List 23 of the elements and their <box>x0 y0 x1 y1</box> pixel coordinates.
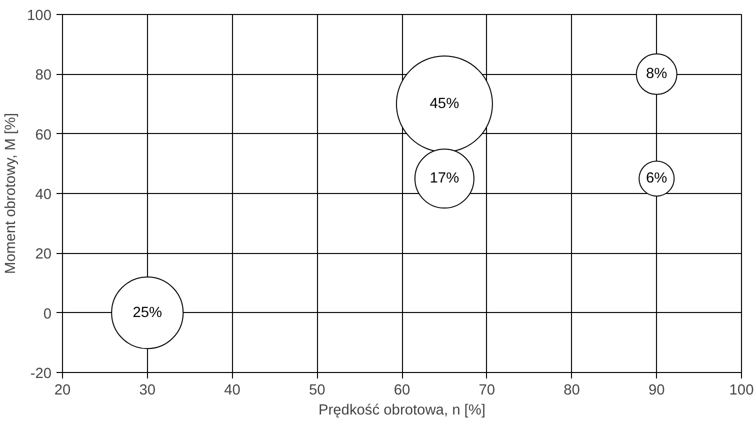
x-tick-label: 80 <box>564 382 580 398</box>
x-tick-label: 30 <box>139 382 156 398</box>
x-axis-title: Prędkość obrotowa, n [%] <box>318 402 486 418</box>
y-tick-label: 0 <box>43 306 52 322</box>
y-tick-label: 80 <box>35 68 52 84</box>
data-label: 17% <box>430 170 460 187</box>
x-tick-label: 60 <box>394 382 410 398</box>
y-tick-label: -20 <box>30 366 52 382</box>
x-tick-label: 20 <box>54 382 71 398</box>
x-tick-label: 50 <box>308 382 326 398</box>
data-label: 6% <box>646 170 668 187</box>
x-tick-label: 40 <box>224 382 240 398</box>
y-tick-label: 60 <box>35 127 52 144</box>
data-label: 25% <box>132 304 162 321</box>
x-tick-label: 70 <box>478 382 496 398</box>
y-axis-title: Moment obrotowy, M [%] <box>3 113 20 274</box>
y-tick-label: 100 <box>27 8 52 24</box>
data-label: 45% <box>430 96 460 112</box>
y-tick-label: 20 <box>35 246 52 263</box>
y-tick-label: 40 <box>35 187 52 203</box>
x-tick-label: 90 <box>648 382 665 398</box>
x-tick-label: 100 <box>729 382 754 398</box>
data-label: 8% <box>646 66 668 82</box>
